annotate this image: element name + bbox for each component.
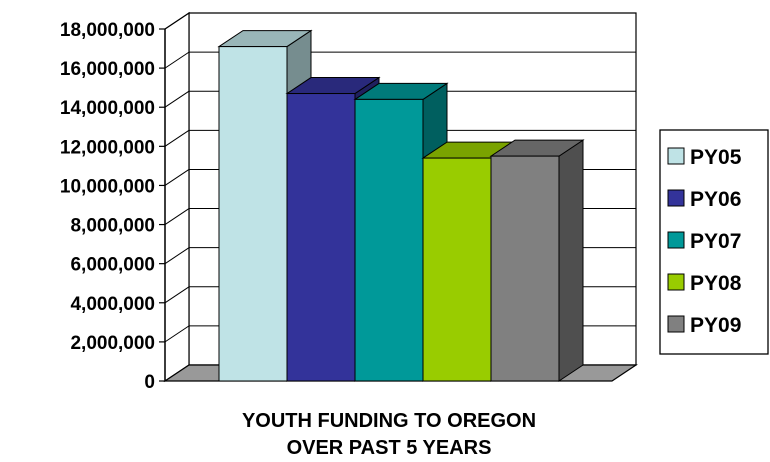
gridline-side [164, 169, 190, 186]
legend-swatch-py05 [667, 147, 685, 165]
bar-front [354, 98, 424, 382]
gridline-side [164, 325, 190, 343]
y-tick-label: 12,000,000 [60, 137, 155, 158]
legend-swatch-py07 [667, 231, 685, 249]
x-axis-label-line-1: YOUTH FUNDING TO OREGON [242, 410, 536, 432]
bar-front [286, 93, 356, 382]
gridline-side [164, 51, 190, 69]
y-axis: 0 2,000,000 4,000,000 6,000,000 8,000,000 10,… [60, 20, 166, 393]
legend-label-py08: PY08 [690, 272, 742, 295]
legend-label-py05: PY05 [690, 146, 742, 169]
gridline-side [164, 12, 190, 30]
side-wall [164, 11, 190, 383]
bar-front [218, 46, 288, 382]
y-tick-label: 14,000,000 [60, 98, 155, 119]
y-tick-label: 2,000,000 [70, 333, 155, 354]
legend-swatch-py06 [667, 189, 685, 207]
gridline-side [164, 90, 190, 108]
bars [217, 29, 585, 382]
y-tick-label: 4,000,000 [70, 294, 155, 315]
y-tick-label: 0 [144, 372, 155, 393]
legend-label-py09: PY09 [690, 314, 741, 337]
y-tick-label: 18,000,000 [60, 20, 155, 41]
bar-front [490, 155, 560, 382]
gridline-side [164, 208, 190, 225]
legend: PY05 PY06 PY07 PY08 PY09 [659, 129, 769, 355]
bar-front [422, 157, 492, 382]
y-tick-label: 6,000,000 [70, 255, 155, 276]
gridline-side [164, 286, 190, 304]
y-tick-label: 10,000,000 [60, 176, 155, 197]
x-axis-label-line-2: OVER PAST 5 YEARS [287, 437, 492, 459]
legend-swatch-py09 [667, 315, 685, 333]
gridline-side [164, 129, 190, 147]
y-tick-label: 16,000,000 [60, 59, 155, 80]
bar-side [558, 139, 584, 382]
bar-py09 [489, 139, 585, 382]
legend-swatch-py08 [667, 273, 685, 291]
legend-label-py07: PY07 [690, 230, 741, 253]
y-tick-label: 8,000,000 [70, 216, 155, 237]
gridline-side [164, 247, 190, 265]
legend-label-py06: PY06 [690, 188, 741, 211]
